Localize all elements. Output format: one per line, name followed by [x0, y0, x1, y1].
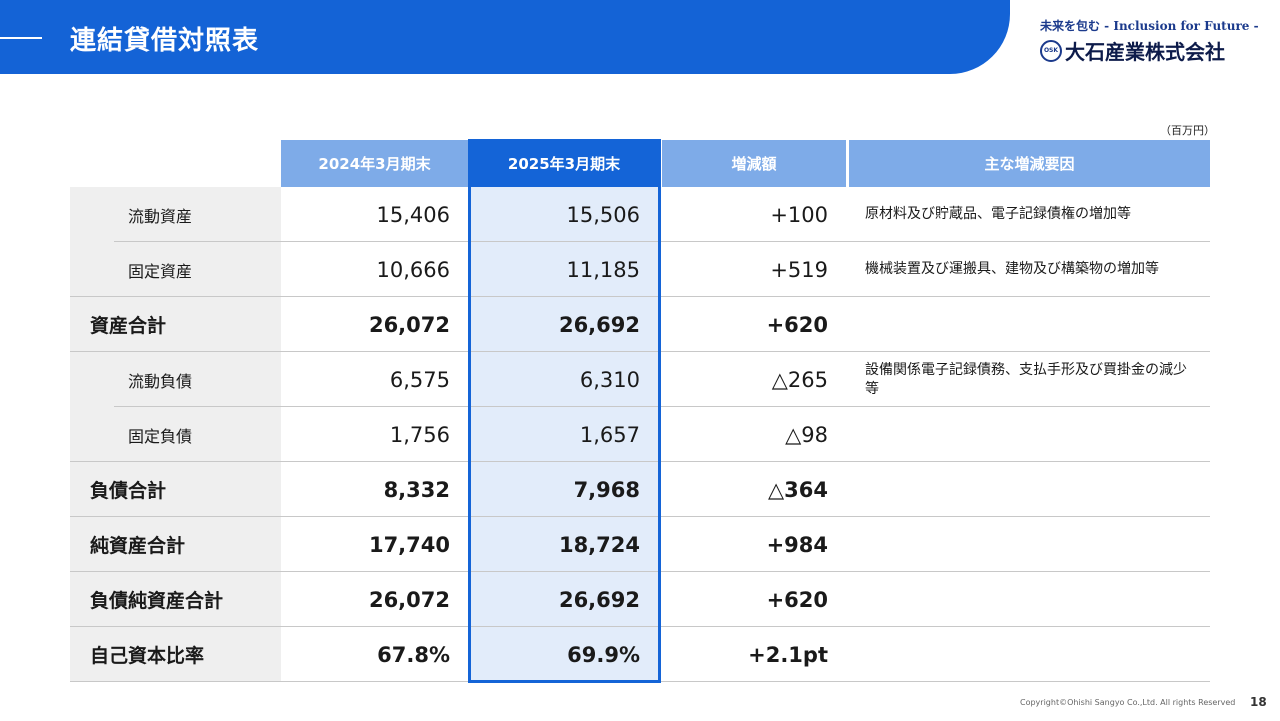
- value-fy2024: 15,406: [376, 202, 450, 227]
- value-fy2024: 26,072: [368, 587, 450, 612]
- change-reason: [865, 462, 1210, 517]
- value-change: △265: [771, 367, 828, 392]
- header-accent-line: [0, 37, 42, 39]
- row-label: 純資産合計: [70, 517, 281, 572]
- table-row: 固定資産 10,666 11,185 +519 機械装置及び運搬具、建物及び構築物の増加…: [70, 242, 1210, 297]
- row-label: 負債合計: [70, 462, 281, 517]
- row-divider: [70, 626, 1210, 627]
- header-band: [0, 0, 1010, 74]
- row-label: 流動資産: [70, 187, 281, 242]
- table-row: 自己資本比率 67.8% 69.9% +2.1pt: [70, 627, 1210, 682]
- value-change: +620: [766, 312, 828, 337]
- row-label: 固定資産: [70, 242, 281, 297]
- row-divider: [70, 516, 1210, 517]
- column-header-fy2024: 2024年3月期末: [281, 140, 468, 187]
- table-row: 負債合計 8,332 7,968 △364: [70, 462, 1210, 517]
- company-logo: OSK 大石産業株式会社: [1040, 36, 1225, 65]
- change-reason: 原材料及び貯蔵品、電子記録債権の増加等: [865, 206, 1131, 222]
- page-number: 18: [1250, 695, 1267, 709]
- unit-note: （百万円）: [1160, 124, 1215, 137]
- row-label: 自己資本比率: [70, 627, 281, 682]
- change-reason: [865, 572, 1210, 627]
- row-divider: [114, 406, 1210, 407]
- value-fy2025: 6,310: [470, 352, 658, 407]
- row-divider: [70, 296, 1210, 297]
- row-label: 固定負債: [70, 407, 281, 462]
- table-header-row: 2024年3月期末 2025年3月期末 増減額 主な増減要因: [70, 140, 1210, 187]
- value-fy2024: 6,575: [389, 367, 450, 392]
- value-fy2025: 1,657: [470, 407, 658, 462]
- row-label: 資産合計: [70, 297, 281, 352]
- change-reason: [865, 517, 1210, 572]
- column-header-fy2025: 2025年3月期末: [470, 140, 658, 187]
- value-fy2025: 69.9%: [470, 627, 658, 682]
- value-fy2025: 26,692: [470, 572, 658, 627]
- change-reason: [865, 297, 1210, 352]
- table-row: 資産合計 26,072 26,692 +620: [70, 297, 1210, 352]
- table-row: 流動資産 15,406 15,506 +100 原材料及び貯蔵品、電子記録債権の増加等: [70, 187, 1210, 242]
- row-divider: [70, 571, 1210, 572]
- company-logo-icon: OSK: [1040, 39, 1062, 62]
- copyright: Copyright©Ohishi Sangyo Co.,Ltd. All rig…: [1020, 698, 1236, 707]
- column-header-reason: 主な増減要因: [849, 140, 1210, 187]
- company-name: 大石産業株式会社: [1065, 40, 1225, 64]
- row-divider: [70, 461, 1210, 462]
- table-row: 流動負債 6,575 6,310 △265 設備関係電子記録債務、支払手形及び買掛金の減…: [70, 352, 1210, 407]
- change-reason: [865, 407, 1210, 462]
- value-change: +519: [770, 257, 828, 282]
- value-fy2024: 17,740: [368, 532, 450, 557]
- value-fy2024: 8,332: [383, 477, 450, 502]
- change-reason: [865, 627, 1210, 682]
- value-change: +2.1pt: [748, 642, 828, 667]
- value-change: △98: [785, 422, 828, 447]
- column-header-change: 増減額: [662, 140, 846, 187]
- value-change: +984: [766, 532, 828, 557]
- value-fy2024: 26,072: [368, 312, 450, 337]
- value-fy2024: 1,756: [389, 422, 450, 447]
- value-change: +620: [766, 587, 828, 612]
- table-row: 負債純資産合計 26,072 26,692 +620: [70, 572, 1210, 627]
- table-row: 純資産合計 17,740 18,724 +984: [70, 517, 1210, 572]
- change-reason: 機械装置及び運搬具、建物及び構築物の増加等: [865, 261, 1159, 277]
- value-change: △364: [768, 477, 828, 502]
- row-divider: [70, 681, 1210, 682]
- company-tagline: 未来を包む - Inclusion for Future -: [1040, 19, 1259, 33]
- table-row: 固定負債 1,756 1,657 △98: [70, 407, 1210, 462]
- value-fy2025: 26,692: [470, 297, 658, 352]
- row-label: 流動負債: [70, 352, 281, 407]
- value-fy2025: 15,506: [470, 187, 658, 242]
- row-divider: [114, 241, 1210, 242]
- row-divider: [70, 351, 1210, 352]
- change-reason: 設備関係電子記録債務、支払手形及び買掛金の減少等: [865, 361, 1187, 397]
- value-fy2024: 67.8%: [377, 642, 450, 667]
- value-fy2025: 7,968: [470, 462, 658, 517]
- row-label: 負債純資産合計: [70, 572, 281, 627]
- value-fy2025: 11,185: [470, 242, 658, 297]
- value-change: +100: [770, 202, 828, 227]
- value-fy2025: 18,724: [470, 517, 658, 572]
- page-title: 連結貸借対照表: [70, 26, 260, 56]
- value-fy2024: 10,666: [376, 257, 450, 282]
